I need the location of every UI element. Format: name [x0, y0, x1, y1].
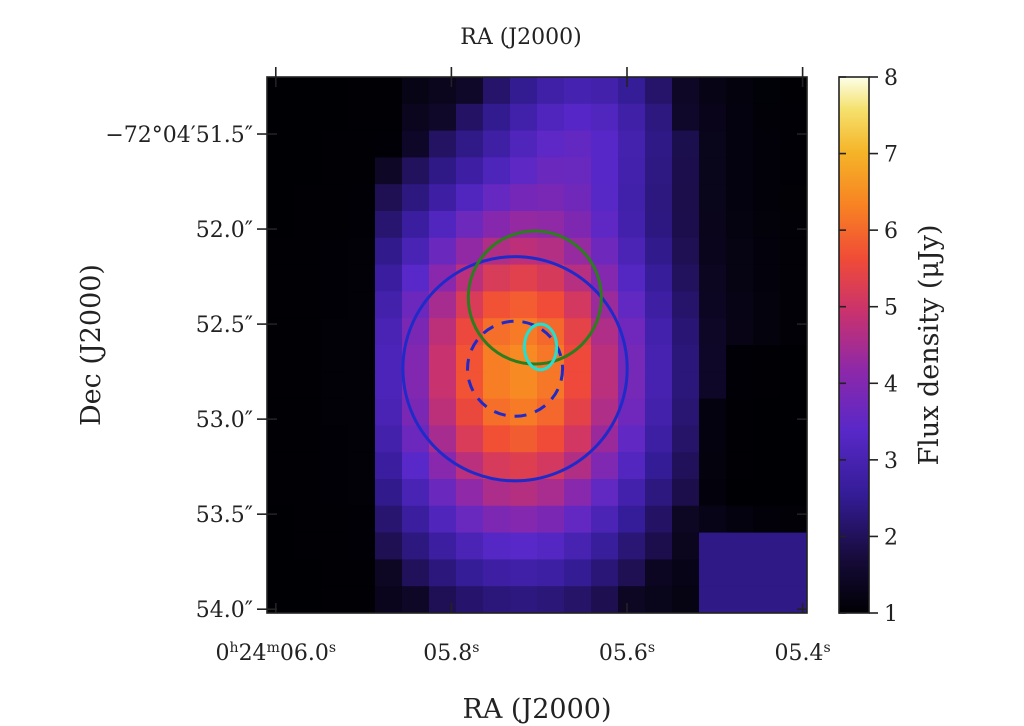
- y-axis-label: Dec (J2000): [76, 264, 107, 426]
- plot-frame: [266, 76, 808, 614]
- colorbar-tick-label: 7: [884, 143, 898, 168]
- overlay-circle-1: [466, 319, 565, 418]
- top-x-axis-label: RA (J2000): [460, 25, 581, 50]
- x-axis-label: RA (J2000): [462, 694, 611, 725]
- y-tick-label: 53.5″: [196, 503, 253, 528]
- x-tick-labels: 0h24m06.0s 05.8s 05.6s 05.4s: [216, 640, 831, 666]
- y-tick-label: 52.5″: [196, 313, 253, 338]
- colorbar-gradient: [839, 77, 869, 613]
- colorbar-tick-label: 6: [884, 219, 898, 244]
- y-tick-label: 53.0″: [196, 408, 253, 433]
- y-tick-label: 54.0″: [196, 598, 253, 623]
- x-tick-label: 05.4s: [775, 640, 831, 666]
- flux-density-heatmap: [267, 77, 807, 613]
- axis-ticks: [257, 67, 807, 613]
- x-tick-label: 0h24m06.0s: [216, 640, 336, 666]
- colorbar-tick-label: 2: [884, 525, 898, 550]
- colorbar-tick-label: 5: [884, 296, 898, 321]
- colorbar-tick-label: 8: [884, 66, 898, 91]
- colorbar-label: Flux density (μJy): [914, 224, 945, 465]
- region-overlays: [401, 229, 629, 483]
- colorbar: 1 2 3 4 5 6 7 8 Flux density (μJy): [838, 66, 945, 627]
- x-tick-label: 05.8s: [423, 640, 479, 666]
- y-tick-label: −72°04′51.5″: [105, 123, 253, 148]
- colorbar-tick-label: 4: [884, 372, 898, 397]
- overlay-circle-0: [401, 255, 629, 483]
- y-tick-labels: −72°04′51.5″ 52.0″ 52.5″ 53.0″ 53.5″ 54.0″: [105, 123, 253, 623]
- overlay-ellipse-3: [522, 322, 559, 372]
- colorbar-tick-label: 1: [884, 602, 898, 627]
- colorbar-frame: [838, 76, 870, 614]
- overlay-circle-2: [466, 229, 603, 366]
- x-tick-label: 05.6s: [599, 640, 655, 666]
- y-tick-label: 52.0″: [196, 218, 253, 243]
- colorbar-tick-label: 3: [884, 449, 898, 474]
- colorbar-ticks: 1 2 3 4 5 6 7 8: [839, 66, 898, 627]
